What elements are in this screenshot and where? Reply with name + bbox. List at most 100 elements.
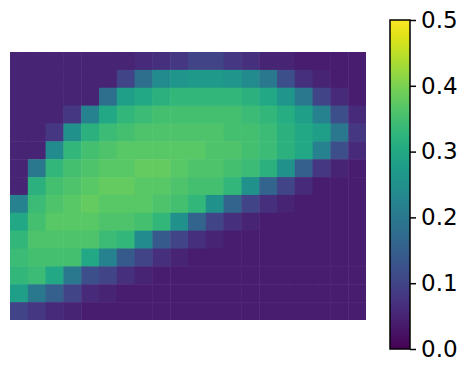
cell (81, 249, 99, 267)
cell (224, 231, 242, 249)
cell (99, 195, 117, 213)
cell (117, 302, 135, 320)
cell (348, 284, 366, 302)
cell (313, 88, 331, 106)
cell (170, 159, 188, 177)
cell (135, 159, 153, 177)
cell (135, 141, 153, 159)
cell (224, 159, 242, 177)
cell (135, 52, 153, 70)
cell (277, 302, 295, 320)
cell (135, 302, 153, 320)
cell (63, 302, 81, 320)
cell (206, 213, 224, 231)
cell (295, 231, 313, 249)
cell (117, 123, 135, 141)
cell (81, 52, 99, 70)
tick-label: 0.0 (421, 336, 458, 362)
cell (330, 88, 348, 106)
cell (99, 249, 117, 267)
cell (170, 249, 188, 267)
cell (241, 249, 259, 267)
cell (259, 249, 277, 267)
cell (117, 266, 135, 284)
cell (241, 231, 259, 249)
tick-label: 0.4 (421, 73, 458, 99)
cell (348, 249, 366, 267)
cell (152, 231, 170, 249)
cell (348, 159, 366, 177)
cell (170, 70, 188, 88)
cell (63, 106, 81, 124)
cell (330, 52, 348, 70)
cell (28, 266, 46, 284)
cell (224, 302, 242, 320)
cell (152, 249, 170, 267)
cell (170, 123, 188, 141)
cell (28, 88, 46, 106)
cell (135, 106, 153, 124)
cell (206, 159, 224, 177)
cell (241, 266, 259, 284)
cell (348, 302, 366, 320)
cell (259, 141, 277, 159)
cell (259, 106, 277, 124)
cell (188, 302, 206, 320)
cell (313, 52, 331, 70)
cell (99, 106, 117, 124)
cell (348, 213, 366, 231)
cell (63, 52, 81, 70)
cell (313, 213, 331, 231)
cell (330, 106, 348, 124)
tick-mark (410, 86, 416, 88)
cell (63, 141, 81, 159)
cell (10, 141, 28, 159)
cell (277, 70, 295, 88)
cell (63, 249, 81, 267)
cell (259, 213, 277, 231)
cell (46, 231, 64, 249)
cell (135, 249, 153, 267)
cell (99, 88, 117, 106)
cell (117, 177, 135, 195)
cell (99, 123, 117, 141)
cell (99, 231, 117, 249)
cell (188, 266, 206, 284)
cell (348, 266, 366, 284)
tick: 0.0 (410, 336, 458, 362)
cell (241, 284, 259, 302)
cell (188, 123, 206, 141)
cell (63, 159, 81, 177)
cell (46, 106, 64, 124)
cell (224, 177, 242, 195)
cell (224, 141, 242, 159)
cell (117, 213, 135, 231)
cell (28, 302, 46, 320)
cell (259, 159, 277, 177)
cell (152, 266, 170, 284)
cell (81, 213, 99, 231)
cell (135, 266, 153, 284)
cell (10, 266, 28, 284)
cell (348, 70, 366, 88)
chart: 0.00.10.20.30.40.5 (0, 0, 470, 365)
cell (330, 177, 348, 195)
cell (259, 88, 277, 106)
cell (259, 195, 277, 213)
cell (28, 284, 46, 302)
cell (277, 249, 295, 267)
cell (224, 266, 242, 284)
cell (28, 141, 46, 159)
cell (46, 302, 64, 320)
cell (330, 141, 348, 159)
cell (81, 195, 99, 213)
cell (10, 231, 28, 249)
cell (277, 231, 295, 249)
cell (348, 123, 366, 141)
cell (81, 302, 99, 320)
heatmap (10, 52, 366, 320)
cell (81, 231, 99, 249)
cell (152, 213, 170, 231)
cell (241, 213, 259, 231)
cell (46, 213, 64, 231)
